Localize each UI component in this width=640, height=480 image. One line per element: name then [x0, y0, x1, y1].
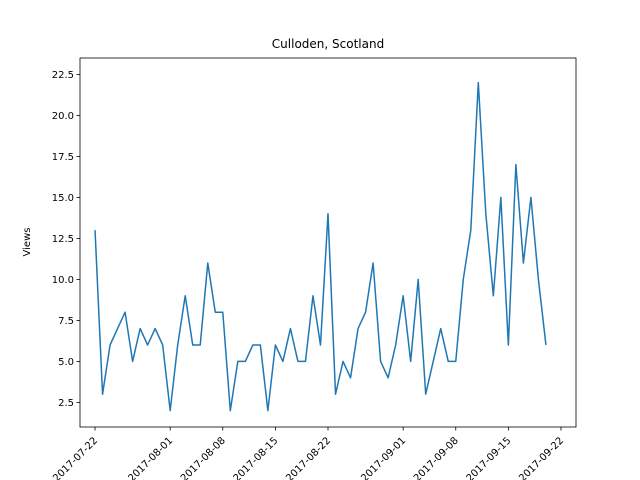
- y-tick-label: 20.0: [52, 111, 74, 122]
- y-tick-label: 12.5: [52, 234, 74, 245]
- y-tick-label: 10.0: [52, 275, 74, 286]
- y-axis-label: Views: [22, 228, 33, 257]
- y-axis: 2.5 5.0 7.5 10.0 12.5 15.0 17.5 20.0 22.5: [52, 70, 80, 409]
- plot-area: [94, 81, 547, 412]
- y-tick-label: 15.0: [52, 193, 74, 204]
- y-tick-label: 17.5: [52, 152, 74, 163]
- y-tick-label: 7.5: [58, 316, 74, 327]
- y-tick-label: 22.5: [52, 70, 74, 81]
- chart-title: Culloden, Scotland: [272, 37, 384, 51]
- series-line: [94, 81, 547, 412]
- y-tick-label: 2.5: [58, 398, 74, 409]
- y-tick-label: 5.0: [58, 357, 74, 368]
- plot-frame: [79, 57, 577, 428]
